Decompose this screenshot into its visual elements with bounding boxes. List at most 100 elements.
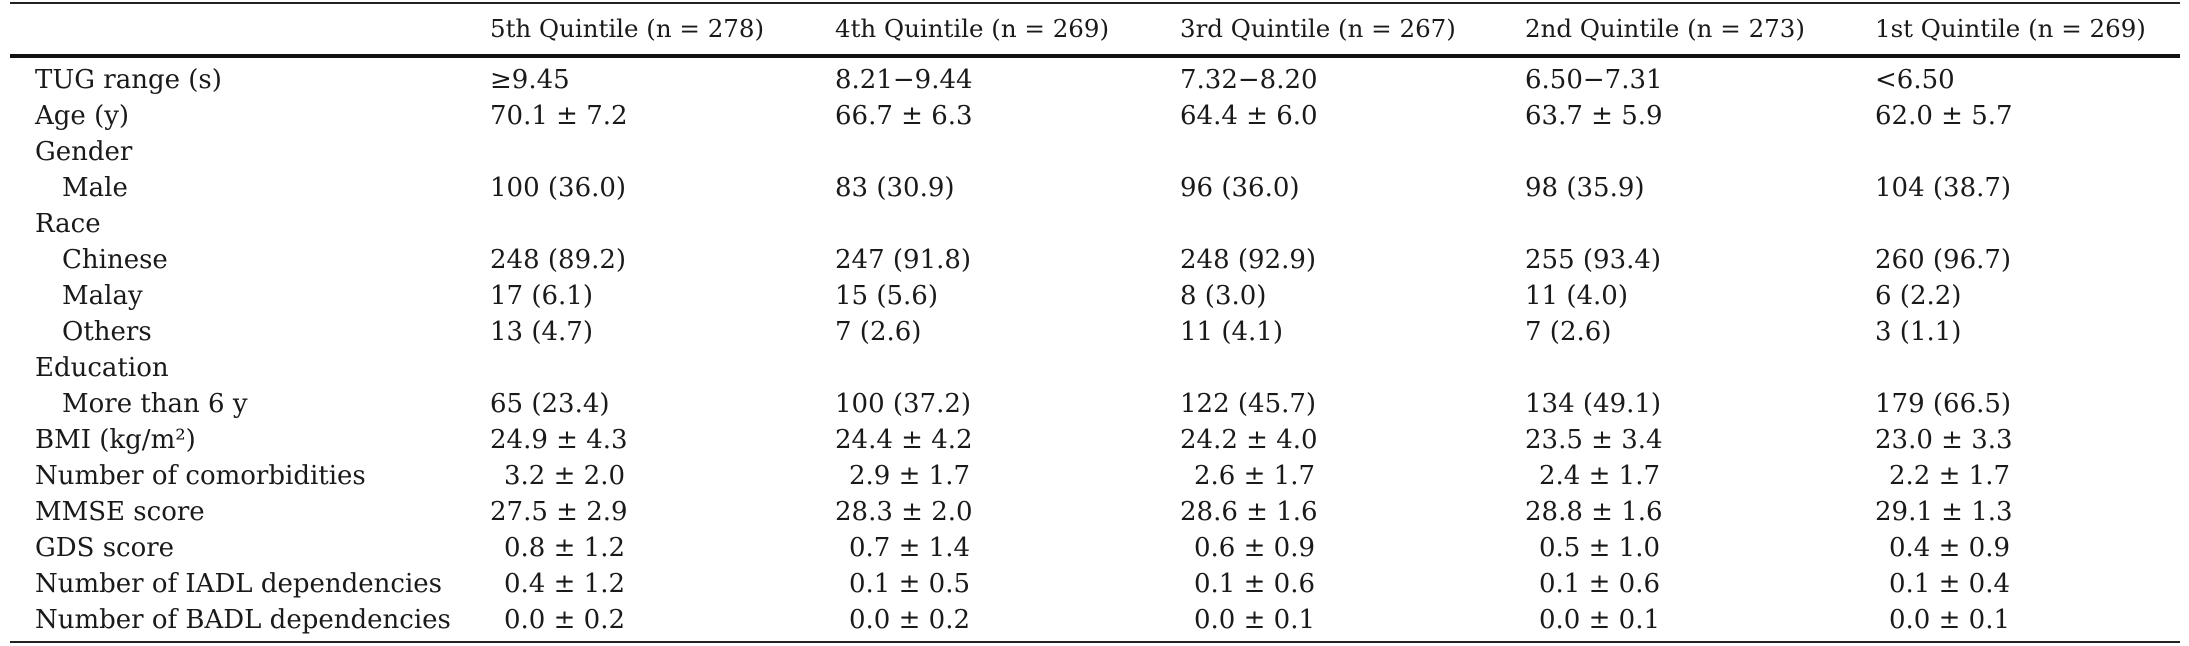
- row-label: Chinese: [62, 245, 168, 275]
- table-cell: 70.1 ± 7.2: [490, 101, 628, 131]
- table-cell: 100 (37.2): [835, 389, 972, 419]
- table-cell: 11 (4.1): [1180, 317, 1283, 347]
- table-cell: 27.5 ± 2.9: [490, 497, 628, 527]
- row-label: TUG range (s): [35, 65, 222, 95]
- row-label: Malay: [62, 281, 143, 311]
- table-cell: 3 (1.1): [1875, 317, 1962, 347]
- table-cell: [1875, 206, 2189, 242]
- header-cell-1st-quintile: 1st Quintile (n = 269): [1875, 13, 2146, 43]
- row-label: Gender: [35, 137, 133, 167]
- table-top-rule: [10, 2, 2180, 4]
- row-label: GDS score: [35, 533, 175, 563]
- table-cell: 7 (2.6): [1525, 317, 1612, 347]
- table-cell: 8.21−9.44: [835, 65, 973, 95]
- table-row: Number of BADL dependencies 0.0 ± 0.2 0.0 …: [0, 602, 2189, 638]
- table-cell: 24.4 ± 4.2: [835, 425, 973, 455]
- table-cell: 7.32−8.20: [1180, 65, 1318, 95]
- table-cell: 134 (49.1): [1525, 389, 1662, 419]
- table-cell: [835, 350, 1180, 386]
- table-cell: 0.0 ± 0.1: [1889, 605, 2011, 635]
- table-cell: 2.6 ± 1.7: [1194, 461, 1316, 491]
- table-cell: 11 (4.0): [1525, 281, 1628, 311]
- row-label: Number of comorbidities: [35, 461, 366, 491]
- table-cell: 255 (93.4): [1525, 245, 1662, 275]
- table-cell: 0.0 ± 0.2: [504, 605, 626, 635]
- table-cell: 0.4 ± 1.2: [504, 569, 626, 599]
- table-cell: 0.1 ± 0.5: [849, 569, 971, 599]
- table-cell: 65 (23.4): [490, 389, 610, 419]
- table-cell: 0.4 ± 0.9: [1889, 533, 2011, 563]
- table-cell: 62.0 ± 5.7: [1875, 101, 2013, 131]
- table-cell: 0.7 ± 1.4: [849, 533, 971, 563]
- table-cell: [1180, 206, 1525, 242]
- table-header-rule: [10, 54, 2180, 58]
- table-cell: [1180, 134, 1525, 170]
- table-cell: 122 (45.7): [1180, 389, 1317, 419]
- table-cell: 23.5 ± 3.4: [1525, 425, 1663, 455]
- table-cell: 0.6 ± 0.9: [1194, 533, 1316, 563]
- table-cell: 260 (96.7): [1875, 245, 2012, 275]
- row-label: Race: [35, 209, 101, 239]
- row-label: Education: [35, 353, 169, 383]
- table-cell: 98 (35.9): [1525, 173, 1645, 203]
- table-cell: ≥9.45: [490, 65, 570, 95]
- table-cell: 29.1 ± 1.3: [1875, 497, 2013, 527]
- table-row: BMI (kg/m²) 24.9 ± 4.3 24.4 ± 4.2 24.2 ± 4.…: [0, 422, 2189, 458]
- table-cell: [490, 350, 835, 386]
- header-cell-4th-quintile: 4th Quintile (n = 269): [835, 13, 1110, 43]
- table-cell: 6.50−7.31: [1525, 65, 1663, 95]
- table-cell: 24.9 ± 4.3: [490, 425, 628, 455]
- table-cell: [1525, 206, 1875, 242]
- table-cell: 2.9 ± 1.7: [849, 461, 971, 491]
- row-label: Number of IADL dependencies: [35, 569, 443, 599]
- table-cell: 100 (36.0): [490, 173, 627, 203]
- table-row: Education: [0, 350, 2189, 386]
- table-cell: 0.0 ± 0.2: [849, 605, 971, 635]
- table-cell: 0.1 ± 0.6: [1539, 569, 1661, 599]
- table-cell: 17 (6.1): [490, 281, 593, 311]
- table-cell: [490, 134, 835, 170]
- row-label: Others: [62, 317, 152, 347]
- table-cell: 2.2 ± 1.7: [1889, 461, 2011, 491]
- table-cell: 96 (36.0): [1180, 173, 1300, 203]
- table-cell: 248 (89.2): [490, 245, 627, 275]
- table-cell: 6 (2.2): [1875, 281, 1962, 311]
- table-row: Number of comorbidities 3.2 ± 2.0 2.9 ± 1.…: [0, 458, 2189, 494]
- table-cell: 23.0 ± 3.3: [1875, 425, 2013, 455]
- table-body: TUG range (s) ≥9.45 8.21−9.44 7.32−8.20 6.50…: [0, 56, 2189, 638]
- header-cell-2nd-quintile: 2nd Quintile (n = 273): [1525, 13, 1805, 43]
- table-row: Chinese 248 (89.2) 247 (91.8) 248 (92.9) 255…: [0, 242, 2189, 278]
- table-cell: [1180, 350, 1525, 386]
- table-cell: 7 (2.6): [835, 317, 922, 347]
- table-row: Number of IADL dependencies 0.4 ± 1.2 0.1 …: [0, 566, 2189, 602]
- table-cell: 64.4 ± 6.0: [1180, 101, 1318, 131]
- table-cell: [1525, 134, 1875, 170]
- table-row: Male 100 (36.0) 83 (30.9) 96 (36.0) 98 (35.9…: [0, 170, 2189, 206]
- table-row: MMSE score 27.5 ± 2.9 28.3 ± 2.0 28.6 ± 1.6…: [0, 494, 2189, 530]
- table-bottom-rule: [10, 641, 2180, 643]
- table-cell: 104 (38.7): [1875, 173, 2012, 203]
- table-cell: [1875, 350, 2189, 386]
- table-cell: [1525, 350, 1875, 386]
- table-cell: 247 (91.8): [835, 245, 972, 275]
- row-label: More than 6 y: [62, 389, 248, 419]
- row-label: MMSE score: [35, 497, 205, 527]
- row-label: Number of BADL dependencies: [35, 605, 451, 635]
- header-cell-5th-quintile: 5th Quintile (n = 278): [490, 13, 765, 43]
- table-row: Race: [0, 206, 2189, 242]
- table-cell: 0.5 ± 1.0: [1539, 533, 1661, 563]
- header-cell-3rd-quintile: 3rd Quintile (n = 267): [1180, 13, 1456, 43]
- table-cell: 0.8 ± 1.2: [504, 533, 626, 563]
- table-row: Gender: [0, 134, 2189, 170]
- table-cell: [490, 206, 835, 242]
- row-label: Age (y): [35, 101, 130, 131]
- table-cell: 0.0 ± 0.1: [1539, 605, 1661, 635]
- table-cell: 83 (30.9): [835, 173, 955, 203]
- table-cell: 2.4 ± 1.7: [1539, 461, 1661, 491]
- table-cell: 248 (92.9): [1180, 245, 1317, 275]
- table-cell: 0.0 ± 0.1: [1194, 605, 1316, 635]
- table-cell: 13 (4.7): [490, 317, 593, 347]
- table-cell: 63.7 ± 5.9: [1525, 101, 1663, 131]
- table-row: More than 6 y 65 (23.4) 100 (37.2) 122 (45.…: [0, 386, 2189, 422]
